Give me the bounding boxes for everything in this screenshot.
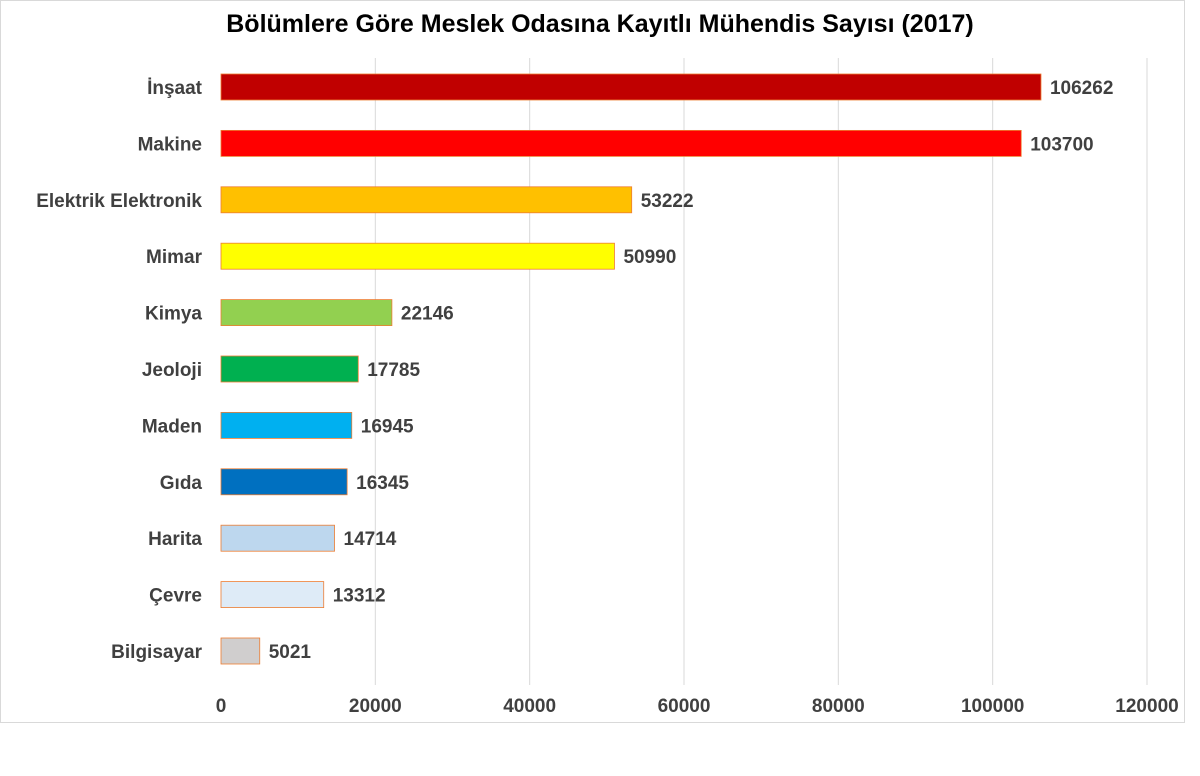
bar bbox=[220, 524, 335, 552]
x-tick-label: 120000 bbox=[1115, 696, 1178, 717]
x-tick-label: 0 bbox=[216, 696, 227, 717]
bar bbox=[220, 73, 1042, 101]
x-tick-label: 20000 bbox=[349, 696, 402, 717]
data-label: 13312 bbox=[333, 586, 386, 607]
chart-title: Bölümlere Göre Meslek Odasına Kayıtlı Mü… bbox=[226, 10, 974, 38]
bar bbox=[220, 355, 359, 383]
data-label: 53222 bbox=[641, 191, 694, 212]
bar bbox=[220, 242, 615, 270]
bar bbox=[220, 411, 353, 439]
data-label: 17785 bbox=[367, 360, 420, 381]
x-tick-label: 80000 bbox=[812, 696, 865, 717]
category-label: Çevre bbox=[149, 586, 202, 607]
data-label: 106262 bbox=[1050, 78, 1113, 99]
category-label: Kimya bbox=[145, 304, 202, 325]
bar bbox=[220, 468, 348, 496]
category-label: Elektrik Elektronik bbox=[36, 191, 202, 212]
x-tick-label: 40000 bbox=[503, 696, 556, 717]
data-label: 14714 bbox=[344, 529, 397, 550]
category-label: Maden bbox=[142, 416, 202, 437]
data-label: 50990 bbox=[623, 247, 676, 268]
data-label: 16345 bbox=[356, 473, 409, 494]
category-label: Jeoloji bbox=[142, 360, 202, 381]
data-label: 5021 bbox=[269, 642, 312, 663]
bar bbox=[220, 186, 633, 214]
category-label: Gıda bbox=[160, 473, 203, 494]
category-label: Bilgisayar bbox=[111, 642, 202, 663]
data-label: 16945 bbox=[361, 416, 414, 437]
category-label: Mimar bbox=[146, 247, 203, 268]
bar bbox=[220, 581, 325, 608]
bar bbox=[220, 129, 1022, 157]
data-label: 103700 bbox=[1030, 134, 1093, 155]
category-label: İnşaat bbox=[147, 78, 203, 99]
chart-frame bbox=[0, 0, 1185, 723]
data-label: 22146 bbox=[401, 304, 454, 325]
x-tick-label: 60000 bbox=[658, 696, 711, 717]
x-tick-label: 100000 bbox=[961, 696, 1024, 717]
bar bbox=[220, 299, 393, 327]
category-label: Makine bbox=[138, 134, 202, 155]
category-label: Harita bbox=[148, 529, 202, 550]
bar bbox=[220, 637, 261, 665]
